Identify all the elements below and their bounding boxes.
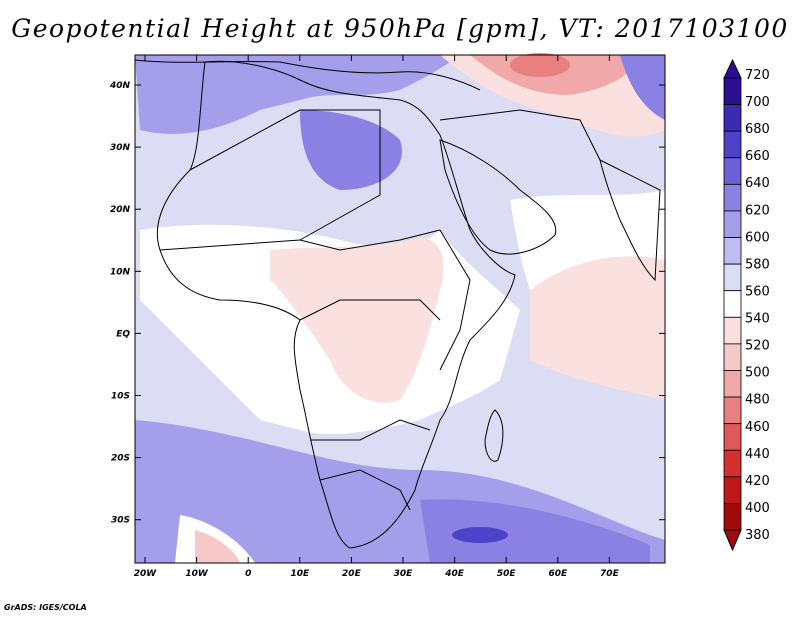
ne-blue-corner — [620, 55, 665, 120]
lat-label: 20S — [111, 454, 130, 464]
colorbar-swatch — [723, 104, 742, 132]
colorbar-label: 400 — [745, 501, 770, 516]
colorbar-bottom-arrow — [723, 529, 742, 552]
madagascar-coast — [484, 409, 504, 462]
lat-label: 30S — [111, 516, 130, 526]
colorbar-label: 460 — [745, 420, 770, 435]
colorbar-label: 540 — [745, 312, 770, 327]
colorbar-swatch — [723, 77, 742, 105]
lon-label: 70E — [600, 569, 620, 579]
colorbar-swatch — [723, 157, 742, 185]
colorbar-swatch — [723, 476, 742, 504]
lon-label: 10W — [185, 569, 209, 579]
border-southern — [319, 469, 411, 511]
colorbar-label: 440 — [745, 447, 770, 462]
europe-coast — [134, 59, 481, 91]
border-east — [439, 229, 471, 371]
arabia-coast — [439, 139, 557, 255]
colorbar-swatch — [723, 423, 742, 451]
colorbar-label: 500 — [745, 366, 770, 381]
border-south — [310, 419, 431, 441]
colorbar-swatch — [723, 130, 742, 159]
africa-coast — [156, 60, 516, 549]
colorbar-swatch — [723, 449, 742, 478]
lat-label: 10S — [111, 392, 130, 402]
grads-credit: GrADS: IGES/COLA — [4, 603, 87, 612]
border-central — [299, 299, 441, 321]
india-coast — [599, 159, 661, 282]
colorbar-label: 560 — [745, 284, 770, 299]
colorbar-label: 600 — [745, 230, 770, 245]
colorbar-label: 720 — [745, 68, 770, 83]
lon-label: 50E — [497, 569, 517, 579]
colorbar-swatch — [723, 183, 742, 212]
colorbar: 720 700 680 660 640 620 600 580 560 540 520 500 480 4… — [723, 58, 770, 552]
colorbar-swatch — [723, 210, 742, 238]
lon-label: 30E — [394, 569, 414, 579]
lon-label: 0 — [245, 569, 251, 579]
map-title: Geopotential Height at 950hPa [gpm], VT:… — [11, 14, 789, 43]
colorbar-label: 660 — [745, 149, 770, 164]
colorbar-label: 620 — [745, 203, 770, 218]
border-sahel — [159, 229, 441, 251]
colorbar-label: 380 — [745, 528, 770, 543]
lat-label: EQ — [116, 329, 130, 339]
colorbar-swatch — [723, 503, 742, 531]
lon-label: 40E — [444, 569, 465, 579]
coastlines — [134, 59, 661, 549]
colorbar-label: 480 — [745, 393, 770, 408]
ne-red-core — [510, 53, 570, 77]
border-mideast — [439, 109, 601, 161]
indian-ocean-pink — [530, 256, 665, 400]
colorbar-swatch — [723, 316, 742, 345]
longitude-axis: 20W 10W 0 10E 20E 30E 40E 50E 60E 70E — [134, 55, 620, 579]
libya-blue — [300, 110, 402, 190]
colorbar-top-arrow — [723, 58, 742, 79]
sw-red-blob — [195, 530, 240, 563]
map-frame — [134, 54, 666, 564]
colorbar-swatch — [723, 343, 742, 371]
lon-label: 10E — [290, 569, 310, 579]
colorbar-label: 420 — [745, 474, 770, 489]
colorbar-swatch — [723, 263, 742, 292]
southern-deep-zone — [420, 499, 650, 563]
colorbar-label: 580 — [745, 257, 770, 272]
colorbar-swatch — [723, 290, 742, 318]
latitude-axis: 40N 30N 20N 10N EQ 10S 20S 30S — [109, 81, 665, 526]
colorbar-swatch — [723, 396, 742, 425]
southern-core — [452, 527, 508, 543]
border-sahara — [189, 109, 381, 241]
height-field — [135, 53, 665, 563]
colorbar-label: 700 — [745, 95, 770, 110]
colorbar-label: 680 — [745, 122, 770, 137]
lon-label: 60E — [548, 569, 568, 579]
colorbar-label: 640 — [745, 176, 770, 191]
colorbar-swatch — [723, 237, 742, 265]
lat-label: 40N — [109, 81, 131, 91]
north-blue-zone — [135, 55, 460, 134]
lat-label: 10N — [110, 267, 131, 277]
lat-label: 20N — [110, 205, 131, 215]
colorbar-swatch — [723, 370, 742, 398]
central-africa-pink — [270, 238, 444, 403]
colorbar-label: 520 — [745, 339, 770, 354]
lon-label: 20W — [134, 569, 158, 579]
lat-label: 30N — [110, 143, 131, 153]
lon-label: 20E — [342, 569, 362, 579]
